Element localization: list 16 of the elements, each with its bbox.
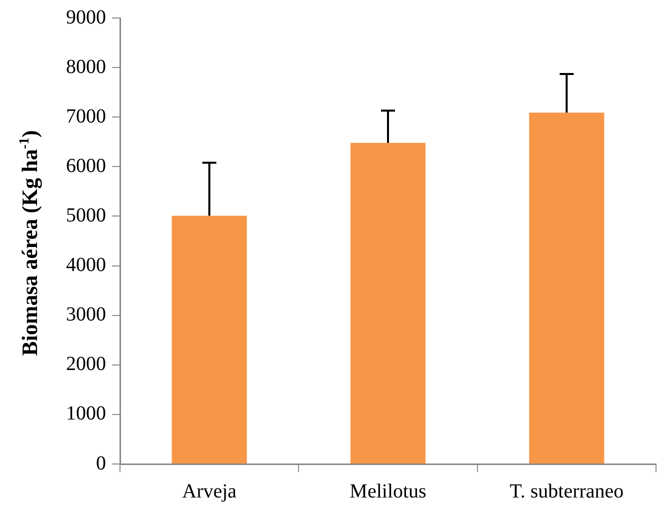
bar: [529, 112, 604, 464]
y-tick-label: 4000: [66, 254, 106, 276]
y-tick-label: 5000: [66, 204, 106, 226]
y-tick-label: 8000: [66, 56, 106, 78]
y-tick-label: 0: [96, 452, 106, 474]
y-tick-label: 1000: [66, 402, 106, 425]
y-tick-label: 3000: [66, 304, 106, 326]
bar: [172, 216, 247, 464]
y-tick-label: 6000: [66, 154, 106, 177]
y-tick-label: 2000: [66, 353, 106, 376]
bar: [350, 142, 426, 464]
y-tick-label: 9000: [66, 6, 106, 28]
x-tick-label: Melilotus: [350, 480, 427, 502]
x-tick-label: Arveja: [182, 480, 237, 502]
x-tick-label: T. subterraneo: [510, 480, 624, 502]
y-tick-label: 7000: [66, 105, 106, 128]
